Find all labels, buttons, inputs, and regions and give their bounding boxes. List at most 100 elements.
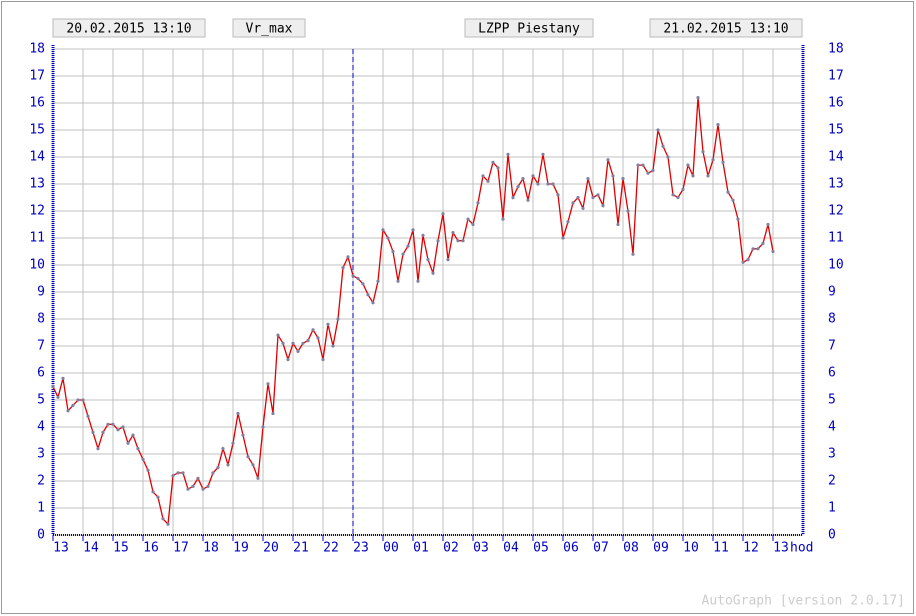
y2-tick-label: 10 bbox=[828, 258, 844, 273]
data-point bbox=[521, 177, 525, 181]
header-text: Vr_max bbox=[246, 22, 293, 37]
data-point bbox=[261, 425, 265, 429]
data-point bbox=[561, 236, 565, 240]
x-tick-label: 22 bbox=[323, 541, 339, 556]
data-point bbox=[636, 163, 640, 167]
data-point bbox=[146, 468, 150, 472]
y-tick-label: 18 bbox=[29, 42, 45, 57]
data-point bbox=[451, 231, 455, 235]
data-point bbox=[346, 255, 350, 259]
data-point bbox=[181, 471, 185, 475]
x-tick-label: 23 bbox=[353, 541, 369, 556]
data-point bbox=[726, 190, 730, 194]
header-text: 21.02.2015 13:10 bbox=[663, 22, 788, 37]
data-point bbox=[236, 411, 240, 416]
data-point bbox=[616, 222, 620, 227]
data-point bbox=[166, 522, 170, 526]
y-tick-label: 17 bbox=[29, 69, 45, 84]
data-point bbox=[666, 155, 670, 159]
data-point bbox=[626, 209, 630, 213]
data-point bbox=[716, 123, 720, 127]
data-point bbox=[596, 193, 600, 197]
data-point bbox=[681, 187, 685, 191]
data-point bbox=[746, 258, 750, 262]
x-tick-label: 12 bbox=[743, 541, 759, 556]
data-point bbox=[711, 158, 715, 162]
x-axis-label: hod bbox=[790, 541, 813, 556]
x-tick-label: 18 bbox=[203, 541, 219, 556]
header-box bbox=[649, 18, 803, 38]
data-point bbox=[356, 276, 360, 281]
x-tick-label: 04 bbox=[503, 541, 519, 556]
data-point bbox=[676, 195, 680, 200]
data-point bbox=[426, 258, 430, 262]
y-tick-label: 0 bbox=[37, 528, 45, 543]
data-point bbox=[431, 271, 435, 275]
data-point bbox=[246, 455, 250, 459]
y2-tick-label: 1 bbox=[828, 501, 836, 516]
data-point bbox=[546, 182, 550, 186]
data-point bbox=[421, 233, 425, 237]
data-point bbox=[216, 465, 220, 470]
y2-tick-label: 8 bbox=[828, 312, 836, 327]
x-tick-label: 06 bbox=[563, 541, 579, 556]
x-tick-label: 00 bbox=[383, 541, 399, 556]
data-point bbox=[396, 279, 400, 283]
x-tick-label: 20 bbox=[263, 541, 279, 556]
data-point bbox=[741, 260, 745, 264]
data-point bbox=[516, 185, 520, 189]
data-point bbox=[476, 201, 480, 205]
data-point bbox=[61, 376, 65, 380]
header-box bbox=[464, 18, 594, 38]
y-tick-label: 7 bbox=[37, 339, 45, 354]
data-point bbox=[361, 282, 365, 286]
y2-tick-label: 3 bbox=[828, 447, 836, 462]
y-tick-label: 5 bbox=[37, 393, 45, 408]
x-tick-label: 17 bbox=[173, 541, 189, 556]
data-point bbox=[171, 474, 175, 478]
data-point bbox=[771, 249, 775, 254]
header-text: 20.02.2015 13:10 bbox=[66, 22, 191, 37]
y-tick-label: 10 bbox=[29, 258, 45, 273]
x-tick-label: 02 bbox=[443, 541, 459, 556]
data-point bbox=[691, 174, 695, 178]
data-point bbox=[256, 476, 260, 480]
data-point bbox=[531, 174, 535, 178]
x-tick-label: 13 bbox=[53, 541, 69, 556]
data-point bbox=[671, 193, 675, 197]
y2-tick-label: 2 bbox=[828, 474, 836, 489]
data-point bbox=[116, 428, 120, 432]
data-point bbox=[551, 182, 555, 186]
data-point bbox=[766, 222, 770, 227]
x-tick-label: 19 bbox=[233, 541, 249, 556]
data-point bbox=[366, 293, 370, 297]
data-point bbox=[111, 422, 115, 426]
data-point bbox=[556, 193, 560, 197]
data-point bbox=[461, 239, 465, 243]
x-tick-label: 07 bbox=[593, 541, 609, 556]
data-point bbox=[381, 228, 385, 232]
data-point bbox=[606, 158, 610, 162]
header-box bbox=[232, 18, 306, 38]
data-point bbox=[611, 174, 615, 178]
data-point bbox=[621, 177, 625, 181]
y-tick-label: 15 bbox=[29, 123, 45, 138]
data-point bbox=[136, 447, 140, 451]
data-point bbox=[311, 328, 315, 332]
data-point bbox=[401, 252, 405, 256]
data-point bbox=[601, 204, 605, 208]
x-tick-label: 15 bbox=[113, 541, 129, 556]
data-point bbox=[351, 274, 355, 278]
data-point bbox=[466, 217, 470, 221]
data-point bbox=[721, 160, 725, 164]
data-point bbox=[376, 279, 380, 283]
data-point bbox=[306, 339, 310, 343]
data-point bbox=[156, 495, 160, 499]
data-point bbox=[96, 447, 100, 451]
data-point bbox=[176, 471, 180, 475]
data-point bbox=[411, 228, 415, 232]
data-point bbox=[581, 206, 585, 210]
x-tick-label: 05 bbox=[533, 541, 549, 556]
data-point bbox=[701, 150, 705, 154]
